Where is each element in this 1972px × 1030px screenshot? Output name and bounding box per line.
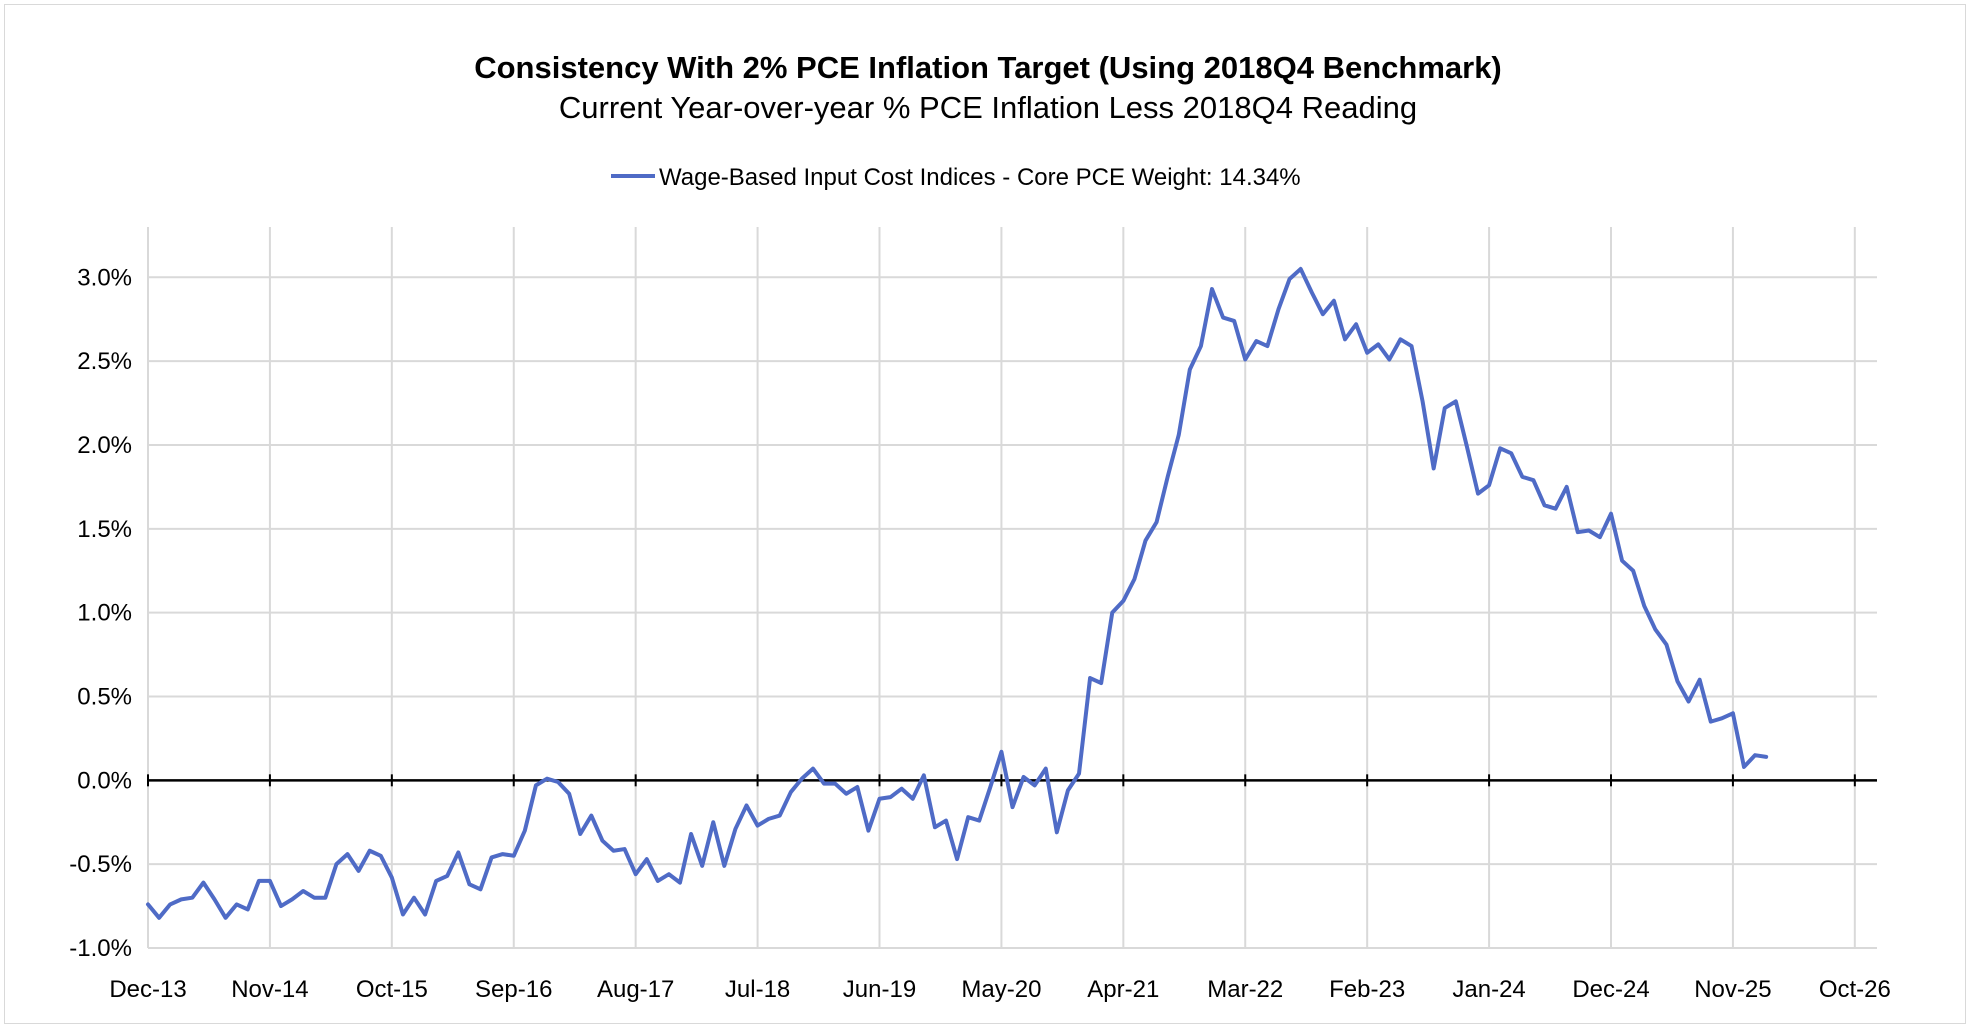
x-tick-label: May-20 <box>961 976 1041 1003</box>
y-tick-label: 2.5% <box>77 348 132 375</box>
x-tick-label: Oct-15 <box>356 976 428 1003</box>
x-tick-label: Dec-24 <box>1572 976 1649 1003</box>
x-tick-label: Aug-17 <box>597 976 674 1003</box>
x-tick-label: Sep-16 <box>475 976 552 1003</box>
y-tick-label: 1.0% <box>77 600 132 627</box>
x-tick-label: Apr-21 <box>1087 976 1159 1003</box>
series-line <box>146 266 1769 920</box>
grid-layer <box>147 227 1877 949</box>
y-tick-label: 3.0% <box>77 264 132 291</box>
chart-frame: Consistency With 2% PCE Inflation Target… <box>4 4 1966 1024</box>
x-tick-label: Dec-13 <box>109 976 186 1003</box>
legend: Wage-Based Input Cost Indices - Core PCE… <box>611 164 1301 191</box>
x-tick-label: Oct-26 <box>1819 976 1891 1003</box>
chart-svg: Consistency With 2% PCE Inflation Target… <box>69 50 1891 1003</box>
x-tick-label: Nov-25 <box>1694 976 1771 1003</box>
x-tick-label: Nov-14 <box>231 976 308 1003</box>
axis-layer: -1.0% -0.5% 0.0% 0.5% 1.0% 1.5% 2.0% 2.5% 3.0% De… <box>69 264 1891 1003</box>
x-tick-label: Mar-22 <box>1207 976 1283 1003</box>
series-layer <box>146 266 1769 920</box>
legend-label: Wage-Based Input Cost Indices - Core PCE… <box>659 164 1301 191</box>
x-tick-label: Feb-23 <box>1329 976 1405 1003</box>
x-tick-label: Jan-24 <box>1452 976 1525 1003</box>
y-tick-label: 2.0% <box>77 432 132 459</box>
y-tick-label: -1.0% <box>69 935 132 962</box>
y-tick-label: 0.0% <box>77 767 132 794</box>
y-tick-label: 0.5% <box>77 683 132 710</box>
y-tick-label: 1.5% <box>77 516 132 543</box>
x-tick-label: Jun-19 <box>843 976 916 1003</box>
x-tick-label: Jul-18 <box>725 976 790 1003</box>
chart-title: Consistency With 2% PCE Inflation Target… <box>474 50 1502 85</box>
chart-subtitle: Current Year-over-year % PCE Inflation L… <box>559 90 1417 125</box>
y-tick-label: -0.5% <box>69 851 132 878</box>
